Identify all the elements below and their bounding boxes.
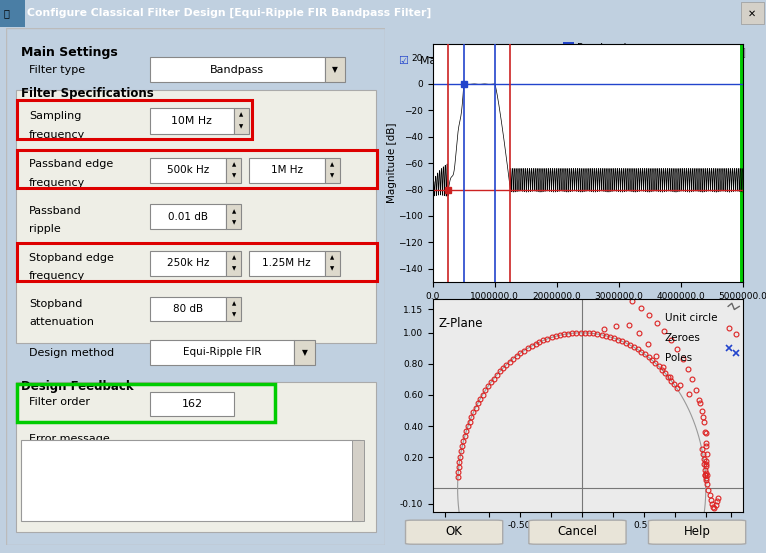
Y-axis label: Magnitude [dB]: Magnitude [dB] [387,123,397,204]
Bar [15,382,376,532]
Text: 1M Hz: 1M Hz [270,165,303,175]
Text: ▼: ▼ [330,173,334,178]
Text: 500k Hz: 500k Hz [167,165,209,175]
Text: ▼: ▼ [330,267,334,272]
Text: ▼: ▼ [239,124,244,129]
Text: ▼: ▼ [302,348,308,357]
Text: ▲: ▲ [231,209,236,214]
Bar [150,158,226,182]
Text: Cancel: Cancel [558,525,597,538]
Text: attenuation: attenuation [29,317,94,327]
Bar [21,440,360,521]
Bar [226,158,241,182]
Bar [325,251,340,276]
Bar [562,55,574,65]
Text: Stopband: Stopband [578,56,627,66]
Bar [249,251,325,276]
Text: ▲: ▲ [231,255,236,260]
Text: 162: 162 [182,399,202,409]
FancyBboxPatch shape [405,520,502,544]
Text: Poles: Poles [665,353,692,363]
Text: Filter type: Filter type [29,65,85,75]
FancyBboxPatch shape [649,520,745,544]
Text: Magnitude in dB: Magnitude in dB [421,56,509,66]
Text: frequency: frequency [29,270,85,281]
Text: 🔍: 🔍 [716,49,723,59]
Text: Unit circle: Unit circle [665,312,717,322]
Text: Stopband: Stopband [29,299,82,309]
Bar [562,42,574,53]
Text: ripple: ripple [29,224,61,234]
Bar [150,392,234,416]
Bar [17,243,377,281]
Text: ▼: ▼ [332,65,338,74]
Bar [294,340,315,365]
Bar [249,158,325,182]
Text: ▲: ▲ [330,255,334,260]
Text: 0.01 dB: 0.01 dB [168,212,208,222]
Text: Stopband edge: Stopband edge [29,253,114,263]
Text: Help: Help [683,525,711,538]
Text: ⊞: ⊞ [692,47,702,60]
Text: Design method: Design method [29,348,114,358]
Text: ▼: ▼ [231,220,236,225]
Bar [17,384,274,421]
Text: Filter order: Filter order [29,397,90,407]
Bar [741,2,764,24]
Bar [325,158,340,182]
Bar [352,440,364,521]
Text: 80 dB: 80 dB [173,304,203,314]
Text: 10M Hz: 10M Hz [172,116,212,126]
Text: Passband: Passband [29,206,82,216]
Text: 🔷: 🔷 [3,8,9,18]
Text: Sampling: Sampling [29,111,81,122]
Bar [0,0,25,27]
Bar [150,57,325,82]
Text: Error message: Error message [29,434,110,444]
Text: Passband edge: Passband edge [29,159,113,170]
Text: ✋: ✋ [738,49,745,59]
Text: Equi-Ripple FIR: Equi-Ripple FIR [183,347,261,357]
Bar [150,296,226,321]
Text: ▲: ▲ [231,163,236,168]
X-axis label: Frequency [Hz]: Frequency [Hz] [548,306,627,316]
Bar [17,150,377,188]
Text: Design Feedback: Design Feedback [21,380,134,393]
Text: ▼: ▼ [355,513,361,519]
Text: frequency: frequency [29,178,85,187]
Text: frequency: frequency [29,130,85,140]
Text: ▼: ▼ [231,312,236,317]
Text: ▲: ▲ [330,163,334,168]
Text: ☑: ☑ [398,56,408,66]
Bar [150,108,234,134]
Text: ▲: ▲ [231,301,236,306]
FancyBboxPatch shape [529,520,626,544]
Bar [226,251,241,276]
Text: ▲: ▲ [239,112,244,118]
Text: Zeroes: Zeroes [665,333,701,343]
Text: ▼: ▼ [231,173,236,178]
Text: Main Settings: Main Settings [21,46,118,59]
Bar [226,296,241,321]
Bar [150,205,226,229]
Bar [17,100,252,139]
Bar [234,108,249,134]
Text: Configure Classical Filter Design [Equi-Ripple FIR Bandpass Filter]: Configure Classical Filter Design [Equi-… [27,8,431,18]
Text: 1.25M Hz: 1.25M Hz [263,258,311,268]
Text: 250k Hz: 250k Hz [167,258,209,268]
Text: Filter Specifications: Filter Specifications [21,87,154,100]
Text: Bandpass: Bandpass [211,65,264,75]
Bar [150,340,294,365]
Bar [15,90,376,343]
Text: ▼: ▼ [231,267,236,272]
Bar [325,57,345,82]
Text: OK: OK [446,525,463,538]
Bar [226,205,241,229]
Text: Passband: Passband [578,43,627,53]
Text: ▲: ▲ [355,441,361,447]
Text: ✕: ✕ [748,8,756,18]
Bar [150,251,226,276]
Text: Z-Plane: Z-Plane [439,317,483,330]
